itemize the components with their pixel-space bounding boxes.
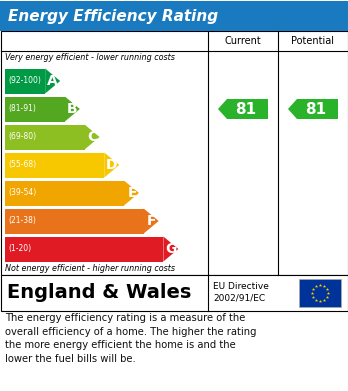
Bar (0, 1, 348, 31)
Text: D: D (106, 158, 117, 172)
Polygon shape (288, 99, 338, 119)
Text: Potential: Potential (292, 36, 334, 46)
Text: E: E (127, 186, 137, 200)
Text: B: B (67, 102, 78, 116)
Text: G: G (165, 242, 176, 256)
Text: Current: Current (224, 36, 261, 46)
Text: Not energy efficient - higher running costs: Not energy efficient - higher running co… (5, 264, 175, 273)
Text: (55-68): (55-68) (8, 160, 36, 170)
Text: Energy Efficiency Rating: Energy Efficiency Rating (8, 9, 218, 23)
Bar (5, 237, 163, 262)
Text: C: C (87, 130, 97, 144)
Text: (69-80): (69-80) (8, 133, 36, 142)
Text: (1-20): (1-20) (8, 244, 31, 253)
Text: (81-91): (81-91) (8, 104, 36, 113)
Polygon shape (163, 237, 179, 262)
Polygon shape (85, 124, 100, 149)
Text: (21-38): (21-38) (8, 217, 36, 226)
Text: 81: 81 (235, 102, 256, 117)
Polygon shape (218, 99, 268, 119)
Text: EU Directive
2002/91/EC: EU Directive 2002/91/EC (213, 282, 269, 302)
Text: England & Wales: England & Wales (7, 283, 191, 303)
Bar (5, 124, 85, 149)
Bar (5, 152, 104, 178)
Bar (5, 181, 124, 206)
Text: A: A (47, 74, 58, 88)
Polygon shape (45, 68, 60, 93)
Polygon shape (104, 152, 119, 178)
Polygon shape (144, 208, 159, 233)
Text: 81: 81 (305, 102, 326, 117)
Text: F: F (147, 214, 157, 228)
Text: (92-100): (92-100) (8, 77, 41, 86)
Bar (0, 31, 348, 275)
Polygon shape (124, 181, 139, 206)
Text: The energy efficiency rating is a measure of the
overall efficiency of a home. T: The energy efficiency rating is a measur… (5, 313, 256, 364)
Bar (5, 68, 45, 93)
Text: Very energy efficient - lower running costs: Very energy efficient - lower running co… (5, 53, 175, 62)
Text: (39-54): (39-54) (8, 188, 36, 197)
Bar (5, 97, 65, 122)
Bar (0, 275, 348, 311)
Polygon shape (65, 97, 80, 122)
Bar (5, 208, 144, 233)
Bar (299, 279, 341, 307)
